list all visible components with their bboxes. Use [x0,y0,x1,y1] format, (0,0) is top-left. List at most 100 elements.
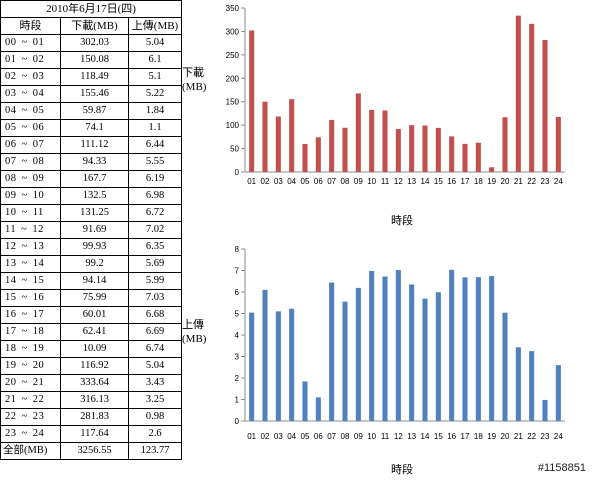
bar [422,126,427,172]
x-tick-label: 11 [381,432,390,441]
bar [262,102,267,172]
y-tick-label: 100 [226,121,240,130]
x-tick-label: 09 [354,177,363,186]
x-tick-label: 01 [247,432,256,441]
bar [489,276,494,421]
y-tick-label: 0 [235,168,240,177]
bar [476,143,481,172]
x-tick-label: 05 [301,177,310,186]
bar [396,129,401,172]
bar [502,313,507,421]
y-tick-label: 200 [226,74,240,83]
bar [436,292,441,421]
bar [422,299,427,421]
bar [302,144,307,172]
x-tick-label: 22 [527,177,536,186]
bar [556,365,561,421]
x-tick-label: 16 [447,177,456,186]
x-tick-label: 19 [487,432,496,441]
bar [342,302,347,421]
bar [529,351,534,421]
bar [369,271,374,421]
x-tick-label: 12 [394,177,403,186]
bar [449,136,454,172]
x-tick-label: 06 [314,432,323,441]
bar [356,93,361,172]
bar [316,397,321,421]
x-tick-label: 03 [274,177,283,186]
bar [489,167,494,172]
bar [502,117,507,172]
x-tick-label: 06 [314,177,323,186]
bar [382,111,387,173]
x-tick-label: 24 [554,432,563,441]
bar [409,125,414,172]
x-tick-label: 03 [274,432,283,441]
bar [356,288,361,421]
bar [542,400,547,421]
x-tick-label: 15 [434,177,443,186]
y-tick-label: 7 [235,267,240,276]
x-tick-label: 23 [541,177,550,186]
x-tick-label: 10 [367,177,376,186]
y-tick-label: 1 [235,396,240,405]
bar [249,313,254,421]
bar [462,144,467,172]
x-tick-label: 17 [461,432,470,441]
x-tick-label: 10 [367,432,376,441]
x-tick-label: 12 [394,432,403,441]
y-tick-label: 6 [235,288,240,297]
bar [329,120,334,172]
x-tick-label: 19 [487,177,496,186]
y-tick-label: 2 [235,374,240,383]
bar [329,283,334,421]
x-tick-label: 11 [381,177,390,186]
bar [289,99,294,172]
x-tick-label: 08 [341,432,350,441]
x-tick-label: 13 [407,177,416,186]
bar [449,270,454,421]
bar [556,117,561,172]
x-axis-title: 時段 [391,213,413,227]
x-tick-label: 02 [261,432,270,441]
bar [476,277,481,421]
y-tick-label: 8 [235,245,240,254]
y-tick-label: 5 [235,310,240,319]
bar [276,311,281,421]
x-tick-label: 23 [541,432,550,441]
x-axis-title: 時段 [391,462,413,476]
x-tick-label: 15 [434,432,443,441]
download-bar-chart: 05010015020025030035001 02 03 04 05 06 07 08 09 1… [226,4,565,227]
x-tick-label: 04 [287,177,296,186]
x-tick-label: 02 [261,177,270,186]
bar [342,128,347,172]
bar [409,284,414,421]
upload-bar-chart: 01234567801 02 03 04 05 06 07 08 09 10 11 12 13 14 15 1… [235,245,565,476]
x-tick-label: 20 [501,432,510,441]
bar [369,110,374,172]
x-tick-label: 17 [461,177,470,186]
bar [516,347,521,421]
x-tick-label: 04 [287,432,296,441]
bar [462,277,467,421]
bar [302,381,307,421]
bar [249,30,254,172]
y-tick-label: 250 [226,51,240,60]
bar [382,277,387,421]
x-tick-label: 20 [501,177,510,186]
x-tick-label: 07 [327,177,336,186]
x-tick-label: 24 [554,177,563,186]
y-tick-label: 50 [230,145,239,154]
bar [289,309,294,421]
x-tick-label: 14 [421,177,430,186]
y-tick-label: 150 [226,98,240,107]
y-tick-label: 0 [235,417,240,426]
bar [276,116,281,172]
x-tick-label: 07 [327,432,336,441]
x-tick-label: 01 [247,177,256,186]
bar [436,128,441,172]
y-tick-label: 4 [235,331,240,340]
y-tick-label: 300 [226,27,240,36]
x-tick-label: 14 [421,432,430,441]
